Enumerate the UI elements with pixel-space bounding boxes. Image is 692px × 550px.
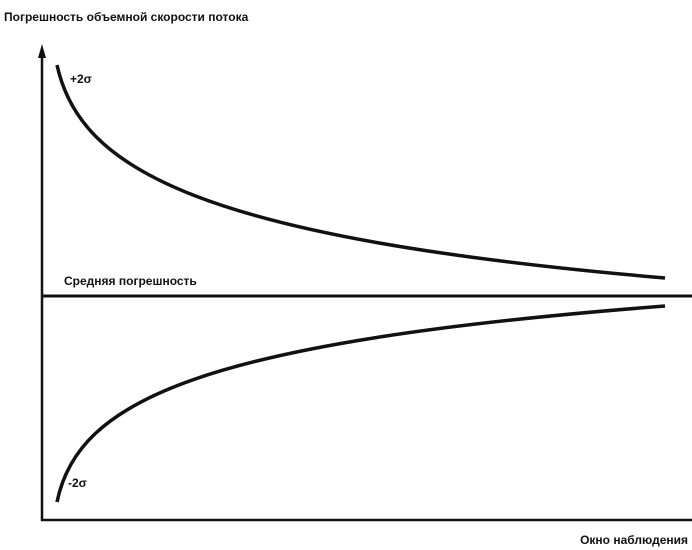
lower-curve <box>55 304 666 503</box>
lower-label: -2σ <box>68 476 87 490</box>
y-axis-arrow <box>38 44 46 58</box>
mean-label: Средняя погрешность <box>64 274 197 288</box>
upper-label: +2σ <box>70 72 92 86</box>
y-axis-label: Погрешность объемной скорости потока <box>4 10 249 24</box>
x-axis-label: Окно наблюдения <box>580 533 688 547</box>
upper-curve <box>55 64 666 280</box>
